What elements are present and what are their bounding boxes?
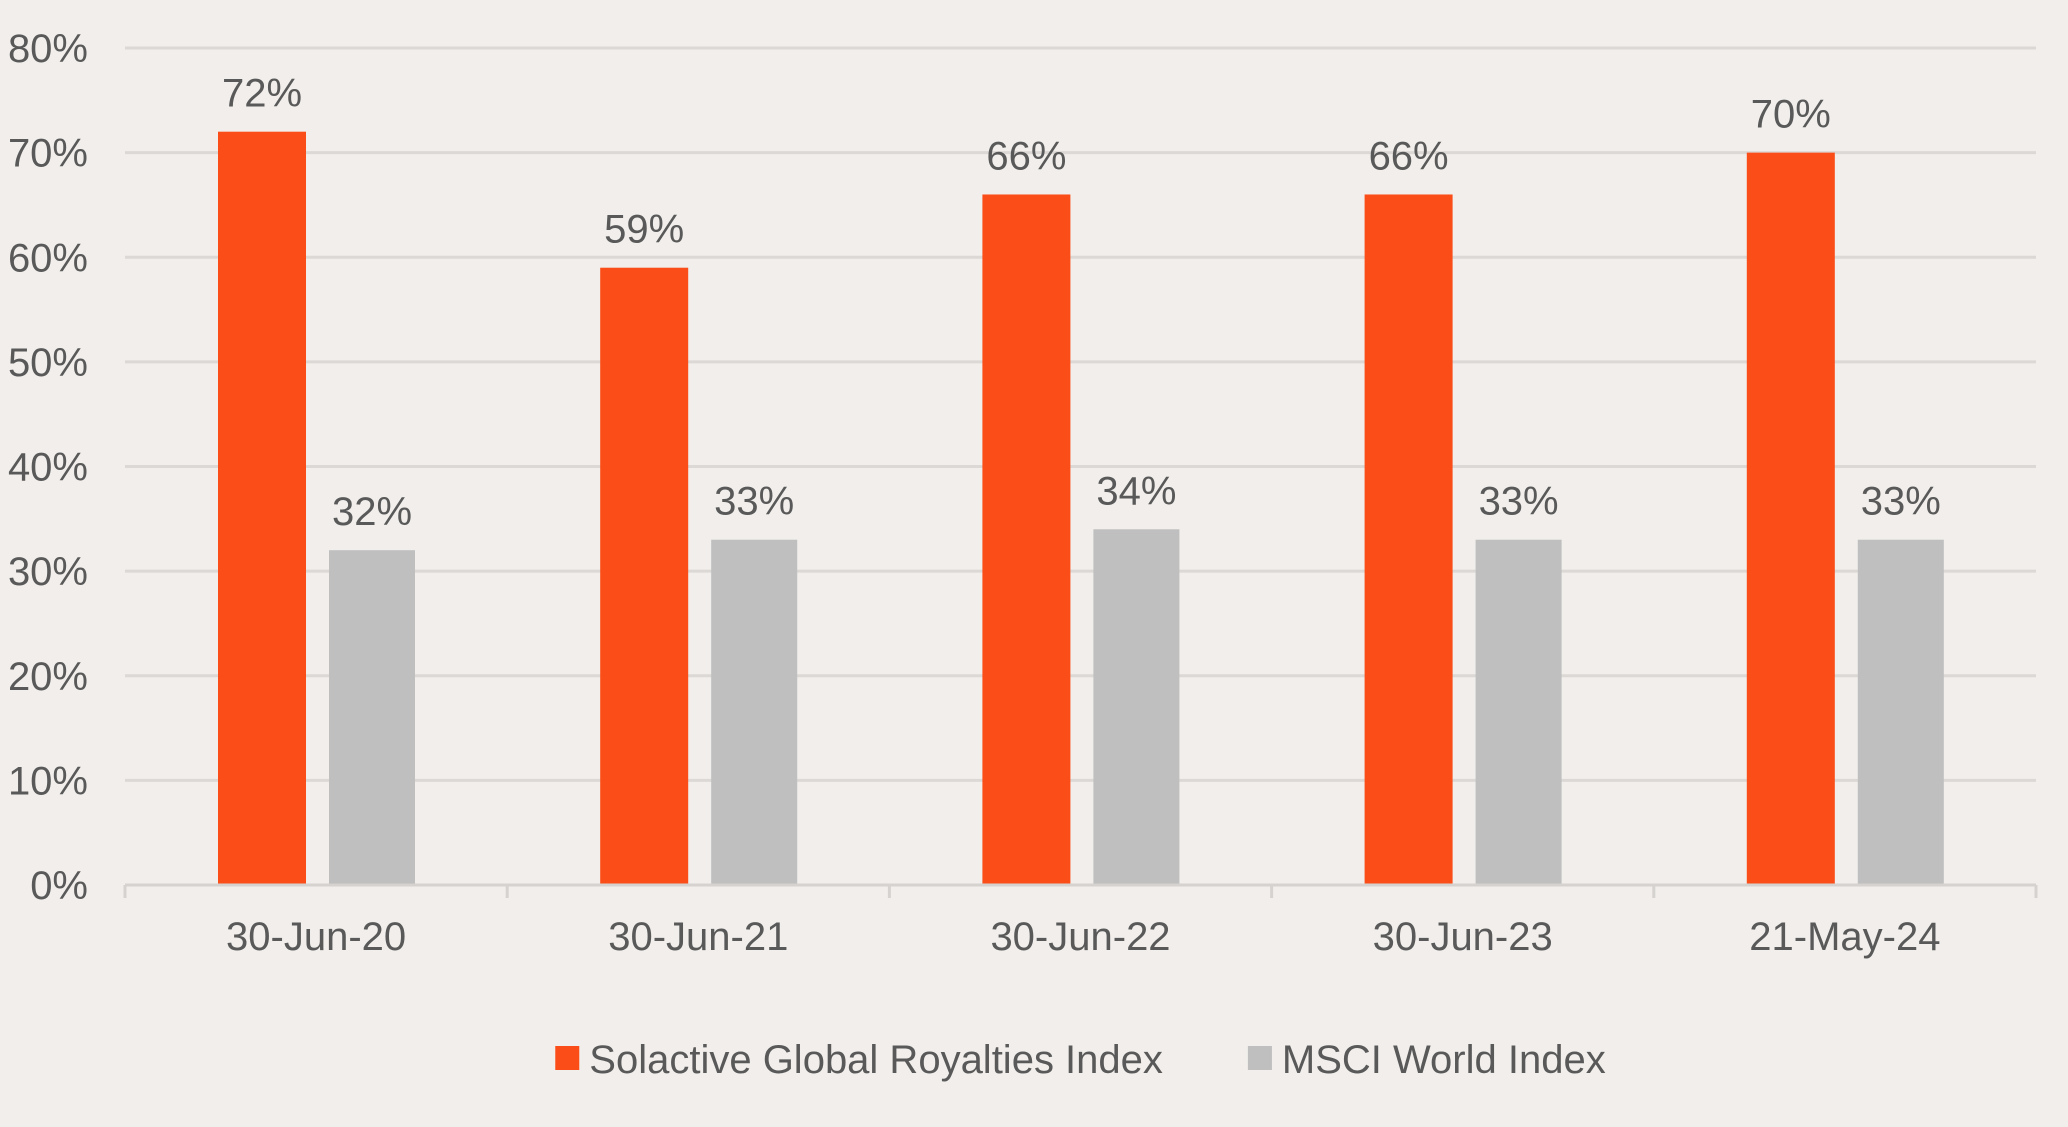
y-tick-label: 80% — [8, 27, 88, 71]
data-label: 32% — [332, 490, 412, 534]
legend-item: Solactive Global Royalties Index — [555, 1038, 1163, 1082]
data-label: 34% — [1096, 469, 1176, 513]
y-tick-label: 70% — [8, 132, 88, 176]
data-labels: 72% 32% 59% 33% 66% 34% 66% 33% 70% 33% — [222, 72, 1941, 535]
data-label: 59% — [604, 208, 684, 252]
data-label: 33% — [1861, 480, 1941, 524]
bar-series-2 — [1475, 539, 1562, 885]
bar-series-2 — [1093, 529, 1180, 885]
legend: Solactive Global Royalties Index MSCI Wor… — [555, 1038, 1606, 1082]
data-label: 72% — [222, 72, 302, 116]
x-tick-label: 30-Jun-20 — [226, 915, 406, 959]
y-axis: 0% 10% 20% 30% 40% 50% 60% 70% 80% — [8, 27, 88, 908]
data-label: 33% — [1479, 480, 1559, 524]
y-tick-label: 30% — [8, 550, 88, 594]
x-axis: 30-Jun-20 30-Jun-21 30-Jun-22 30-Jun-23 21-M… — [123, 883, 2038, 959]
legend-label: MSCI World Index — [1282, 1038, 1606, 1082]
gridlines — [125, 46, 2036, 782]
data-label: 66% — [986, 134, 1066, 178]
y-tick-label: 60% — [8, 236, 88, 280]
y-tick-label: 40% — [8, 446, 88, 490]
data-label: 66% — [1369, 134, 1449, 178]
legend-label: Solactive Global Royalties Index — [589, 1038, 1163, 1082]
bar-series-1 — [1746, 152, 1835, 885]
legend-item: MSCI World Index — [1247, 1038, 1606, 1082]
bar-series-2 — [329, 550, 415, 885]
y-tick-label: 20% — [8, 655, 88, 699]
x-tick-label: 21-May-24 — [1749, 915, 1940, 959]
data-label: 33% — [714, 480, 794, 524]
bar-series-1 — [218, 131, 306, 885]
bar-series-1 — [1364, 194, 1453, 886]
y-tick-label: 10% — [8, 759, 88, 803]
x-tick-label: 30-Jun-23 — [1373, 915, 1553, 959]
legend-swatch — [555, 1046, 580, 1070]
bar-series-2 — [1857, 539, 1944, 885]
x-tick-label: 30-Jun-22 — [990, 915, 1170, 959]
legend-swatch — [1247, 1046, 1272, 1070]
bar-series-2 — [711, 539, 798, 885]
x-tick-label: 30-Jun-21 — [608, 915, 788, 959]
data-label: 70% — [1751, 93, 1831, 137]
bar-series-1 — [600, 267, 689, 885]
y-tick-label: 0% — [30, 864, 88, 908]
bars — [218, 131, 1944, 886]
bar-series-1 — [982, 194, 1071, 886]
y-tick-label: 50% — [8, 341, 88, 385]
